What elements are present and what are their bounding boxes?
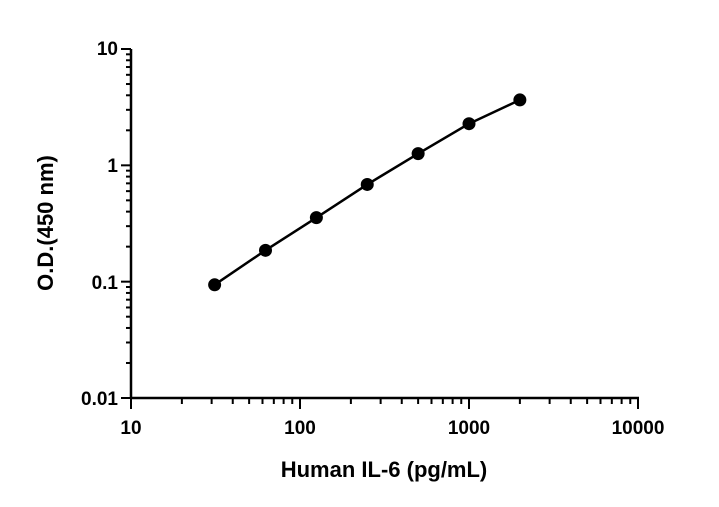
x-tick-label-100: 100 (284, 418, 316, 439)
y-axis-title: O.D.(450 nm) (33, 155, 58, 291)
y-axis: 10 1 0.1 0.01 O.D.(450 nm) (33, 39, 133, 410)
x-axis: 10 100 1000 10000 Human IL-6 (pg/mL) (120, 396, 665, 482)
x-tick-label-10: 10 (120, 418, 141, 439)
y-tick-label-0.01: 0.01 (81, 389, 118, 410)
y-ticks (121, 48, 131, 399)
y-tick-label-10: 10 (97, 39, 118, 60)
data-point (462, 117, 476, 131)
data-point (208, 278, 222, 292)
y-tick-label-0.1: 0.1 (92, 273, 119, 294)
data-point (259, 243, 273, 257)
data-point (360, 177, 374, 191)
y-tick-label-1: 1 (107, 156, 118, 177)
data-point (513, 93, 527, 107)
data-point (309, 211, 323, 225)
x-ticks (130, 398, 639, 409)
data-point (411, 147, 425, 161)
x-tick-label-1000: 1000 (448, 418, 490, 439)
x-axis-title: Human IL-6 (pg/mL) (281, 457, 488, 482)
plot-area (208, 93, 527, 292)
x-tick-label-10000: 10000 (612, 418, 665, 439)
